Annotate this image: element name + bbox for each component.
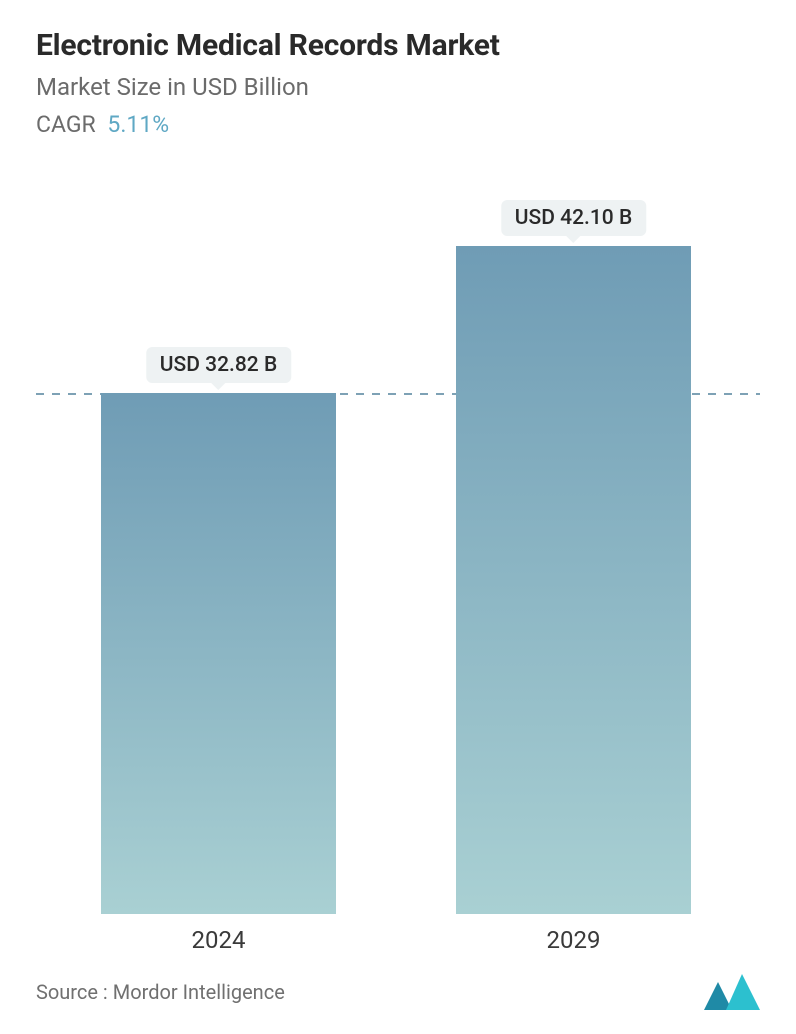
cagr-value: 5.11%: [107, 111, 169, 138]
page-title: Electronic Medical Records Market: [36, 28, 760, 63]
bar-chart: USD 32.82 B2024 USD 42.10 B2029: [36, 200, 760, 914]
bar-group: USD 42.10 B2029: [456, 200, 691, 914]
brand-logo-icon: [704, 974, 760, 1010]
bar-group: USD 32.82 B2024: [101, 200, 336, 914]
source-text: Source : Mordor Intelligence: [36, 980, 285, 1004]
x-axis-label: 2029: [547, 926, 601, 954]
cagr-row: CAGR 5.11%: [36, 111, 760, 138]
x-axis-label: 2024: [192, 926, 246, 954]
bar: [456, 246, 691, 914]
value-badge: USD 42.10 B: [501, 200, 646, 236]
value-badge: USD 32.82 B: [146, 347, 291, 383]
footer: Source : Mordor Intelligence: [36, 974, 760, 1010]
bar: [101, 393, 336, 914]
header: Electronic Medical Records Market Market…: [0, 0, 796, 138]
page-subtitle: Market Size in USD Billion: [36, 73, 760, 101]
cagr-label: CAGR: [36, 111, 96, 138]
